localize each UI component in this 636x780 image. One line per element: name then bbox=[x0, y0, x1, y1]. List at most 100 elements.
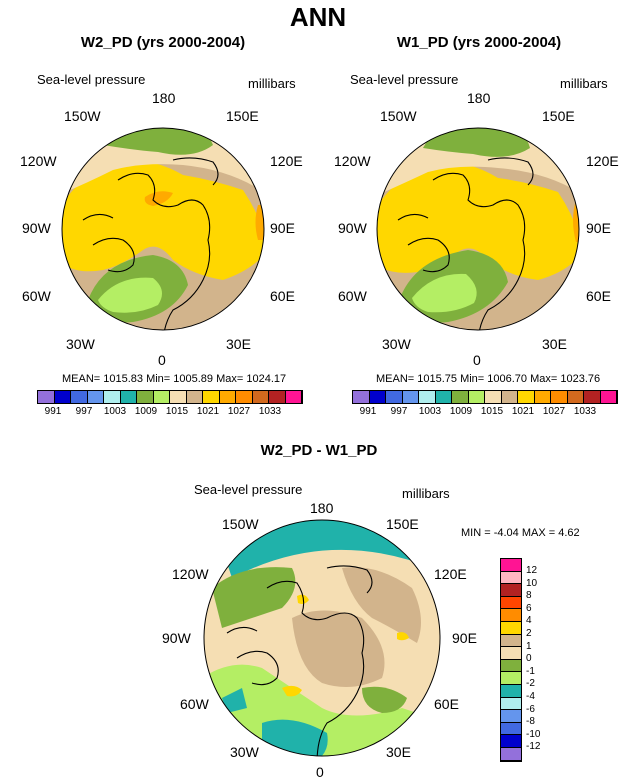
lon-label-180: 180 bbox=[310, 500, 334, 516]
colorbar-swatch bbox=[38, 391, 55, 403]
variable-label: Sea-level pressure bbox=[350, 72, 459, 87]
colorbar-swatch bbox=[402, 391, 419, 403]
map-boundary bbox=[61, 127, 265, 331]
colorbar-labels: 991 997 1003 1009 1015 1021 1027 1033 bbox=[37, 406, 287, 420]
colorbar-swatch bbox=[137, 391, 154, 403]
field-tan-ne bbox=[342, 567, 421, 643]
field-yellow-3 bbox=[397, 632, 409, 641]
stats-text: MEAN= 1015.75 Min= 1006.70 Max= 1023.76 bbox=[376, 373, 601, 385]
colorbar-swatch bbox=[219, 391, 236, 403]
cb-label: 1009 bbox=[134, 406, 158, 417]
field-lightgreen bbox=[98, 277, 162, 313]
colorbar-swatch bbox=[501, 659, 521, 673]
variable-label: Sea-level pressure bbox=[194, 482, 303, 497]
lon-label-30w: 30W bbox=[230, 744, 259, 760]
lon-label-150w: 150W bbox=[222, 516, 259, 532]
colorbar-swatch bbox=[567, 391, 584, 403]
cb-label: 1027 bbox=[542, 406, 566, 417]
cb-label: 1021 bbox=[511, 406, 535, 417]
cb-label: 10 bbox=[526, 577, 538, 589]
cb-label: 0 bbox=[526, 653, 532, 665]
cb-label: 991 bbox=[359, 406, 377, 417]
map-boundary bbox=[203, 519, 441, 757]
lon-label-0: 0 bbox=[316, 764, 324, 780]
colorbar-swatch bbox=[518, 391, 535, 403]
colorbar-swatches bbox=[352, 390, 618, 404]
colorbar-diff-labels: 12 10 8 6 4 2 1 0 -1 -2 -4 -6 -8 -10 -12 bbox=[526, 565, 556, 765]
coastlines bbox=[82, 157, 219, 330]
figure-title: ANN bbox=[289, 2, 347, 32]
colorbar-swatch bbox=[501, 684, 521, 698]
colorbar-swatch bbox=[369, 391, 386, 403]
field-yellow-1 bbox=[282, 685, 302, 697]
cb-label: -1 bbox=[526, 665, 535, 677]
lon-label-90e: 90E bbox=[586, 220, 611, 236]
cb-label: 991 bbox=[44, 406, 62, 417]
field-green-east bbox=[362, 686, 407, 713]
cb-label: 1003 bbox=[103, 406, 127, 417]
field-yellow bbox=[62, 159, 264, 280]
colorbar-swatch bbox=[501, 559, 521, 572]
colorbar-swatch bbox=[534, 391, 551, 403]
lon-label-0: 0 bbox=[473, 352, 481, 368]
lon-label-90w: 90W bbox=[22, 220, 51, 236]
lon-label-120e: 120E bbox=[434, 566, 467, 582]
panel-title: W2_PD - W1_PD bbox=[260, 442, 378, 459]
cb-label: 12 bbox=[526, 565, 538, 576]
lon-label-60e: 60E bbox=[270, 288, 295, 304]
colorbar-w2 bbox=[37, 390, 303, 404]
lon-label-30e: 30E bbox=[386, 744, 411, 760]
colorbar-swatch bbox=[501, 647, 521, 660]
lon-label-120w: 120W bbox=[20, 153, 57, 169]
lon-label-60w: 60W bbox=[338, 288, 367, 304]
cb-label: -10 bbox=[526, 728, 541, 740]
cb-label: -8 bbox=[526, 716, 535, 728]
colorbar-swatch bbox=[104, 391, 121, 403]
lon-label-90w: 90W bbox=[162, 630, 191, 646]
lon-label-60w: 60W bbox=[180, 696, 209, 712]
lon-label-180: 180 bbox=[467, 90, 491, 106]
colorbar-swatches bbox=[500, 558, 522, 762]
lon-label-30w: 30W bbox=[382, 336, 411, 352]
colorbar-swatch bbox=[87, 391, 104, 403]
cb-label: 997 bbox=[75, 406, 93, 417]
colorbar-swatches bbox=[37, 390, 303, 404]
colorbar-swatch bbox=[452, 391, 469, 403]
lon-label-150e: 150E bbox=[226, 108, 259, 124]
cb-label: 1015 bbox=[480, 406, 504, 417]
lon-label-120e: 120E bbox=[270, 153, 303, 169]
lon-label-150e: 150E bbox=[542, 108, 575, 124]
colorbar-diff bbox=[500, 558, 522, 762]
colorbar-swatch bbox=[501, 710, 521, 723]
colorbar-w1 bbox=[352, 390, 618, 404]
colorbar-swatch bbox=[186, 391, 203, 403]
cb-label: 6 bbox=[526, 602, 532, 614]
units-label: millibars bbox=[402, 486, 450, 501]
colorbar-swatch bbox=[501, 747, 521, 761]
colorbar-swatch bbox=[501, 722, 521, 736]
polar-map-w2 bbox=[61, 127, 265, 331]
cb-label: 1021 bbox=[196, 406, 220, 417]
colorbar-swatch bbox=[501, 571, 521, 585]
polar-map-w1 bbox=[376, 127, 580, 331]
cb-label: 1 bbox=[526, 640, 532, 652]
field-green-nw bbox=[212, 567, 296, 628]
cb-label: 1003 bbox=[418, 406, 442, 417]
cb-label: -12 bbox=[526, 741, 541, 753]
colorbar-swatch bbox=[353, 391, 370, 403]
map-boundary bbox=[376, 127, 580, 331]
colorbar-swatch bbox=[269, 391, 286, 403]
lon-label-30w: 30W bbox=[66, 336, 95, 352]
lon-label-90e: 90E bbox=[452, 630, 477, 646]
cb-label: 1027 bbox=[227, 406, 251, 417]
colorbar-swatch bbox=[501, 735, 521, 748]
lon-label-120w: 120W bbox=[172, 566, 209, 582]
lon-label-90w: 90W bbox=[338, 220, 367, 236]
field-green-pacific bbox=[103, 128, 213, 155]
cb-label: 1033 bbox=[573, 406, 597, 417]
colorbar-swatch bbox=[285, 391, 302, 403]
lon-label-90e: 90E bbox=[270, 220, 295, 236]
polar-map-diff bbox=[203, 519, 441, 757]
colorbar-swatch bbox=[501, 672, 521, 685]
colorbar-swatch bbox=[120, 391, 137, 403]
